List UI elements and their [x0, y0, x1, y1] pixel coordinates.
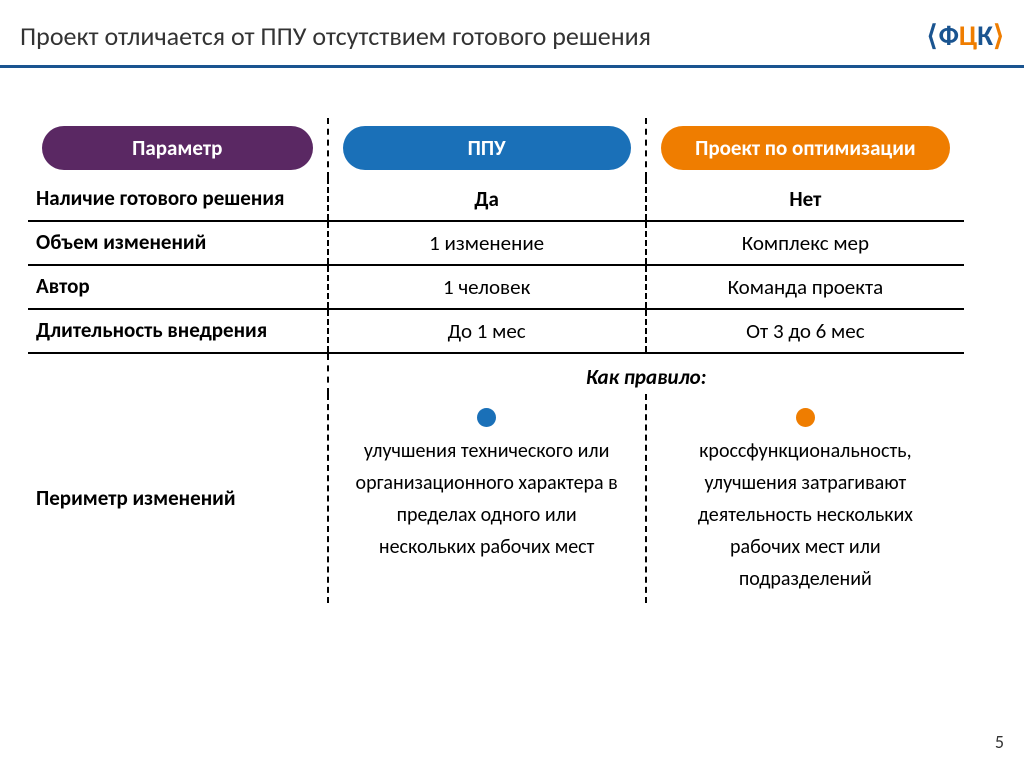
header-row: Параметр ППУ Проект по оптимизации: [28, 118, 964, 178]
row-perimeter: Периметр изменений улучшения техническог…: [28, 394, 964, 603]
rule-title-label: Как правило:: [337, 364, 956, 390]
cell-duration-ppu: До 1 мес: [328, 309, 646, 353]
slide-title: Проект отличается от ППУ отсутствием гот…: [20, 20, 651, 52]
logo-bracket-left-icon: ⟨: [927, 18, 938, 53]
row-label-author: Автор: [28, 265, 328, 309]
row-label-solution: Наличие готового решения: [28, 178, 328, 221]
cell-solution-project: Нет: [646, 178, 964, 221]
logo-letter-f: Ф: [939, 18, 958, 53]
dot-orange-icon: [796, 408, 815, 427]
row-label-changes-volume: Объем изменений: [28, 221, 328, 265]
comparison-table: Параметр ППУ Проект по оптимизации Налич…: [28, 118, 964, 603]
row-duration: Длительность внедрения До 1 мес От 3 до …: [28, 309, 964, 353]
header-cell-project: Проект по оптимизации: [646, 118, 964, 178]
perimeter-desc-ppu: улучшения технического или организационн…: [337, 435, 637, 563]
cell-changes-project: Комплекс мер: [646, 221, 964, 265]
pill-parameter: Параметр: [42, 126, 313, 170]
comparison-table-wrapper: Параметр ППУ Проект по оптимизации Налич…: [0, 68, 1024, 613]
cell-changes-ppu: 1 изменение: [328, 221, 646, 265]
cell-perimeter-project: кроссфункциональность, улучшения затраги…: [646, 394, 964, 603]
cell-author-project: Команда проекта: [646, 265, 964, 309]
header-cell-parameter: Параметр: [28, 118, 328, 178]
row-author: Автор 1 человек Команда проекта: [28, 265, 964, 309]
row-rule-title: Как правило:: [28, 353, 964, 394]
slide-header: Проект отличается от ППУ отсутствием гот…: [0, 0, 1024, 65]
row-label-perimeter: Периметр изменений: [28, 394, 328, 603]
pill-project: Проект по оптимизации: [661, 126, 950, 170]
perimeter-desc-project: кроссфункциональность, улучшения затраги…: [655, 435, 956, 595]
page-number: 5: [995, 731, 1004, 753]
dot-blue-icon: [477, 408, 496, 427]
cell-perimeter-ppu: улучшения технического или организационн…: [328, 394, 646, 603]
row-label-duration: Длительность внедрения: [28, 309, 328, 353]
header-cell-ppu: ППУ: [328, 118, 646, 178]
logo-letter-c: Ц: [959, 18, 976, 53]
row-changes-volume: Объем изменений 1 изменение Комплекс мер: [28, 221, 964, 265]
cell-author-ppu: 1 человек: [328, 265, 646, 309]
logo-bracket-right-icon: ⟩: [993, 18, 1004, 53]
logo-letter-k: К: [977, 18, 992, 53]
row-solution: Наличие готового решения Да Нет: [28, 178, 964, 221]
cell-solution-ppu: Да: [328, 178, 646, 221]
brand-logo: ⟨ Ф Ц К ⟩: [927, 18, 1004, 53]
pill-ppu: ППУ: [343, 126, 631, 170]
cell-duration-project: От 3 до 6 мес: [646, 309, 964, 353]
